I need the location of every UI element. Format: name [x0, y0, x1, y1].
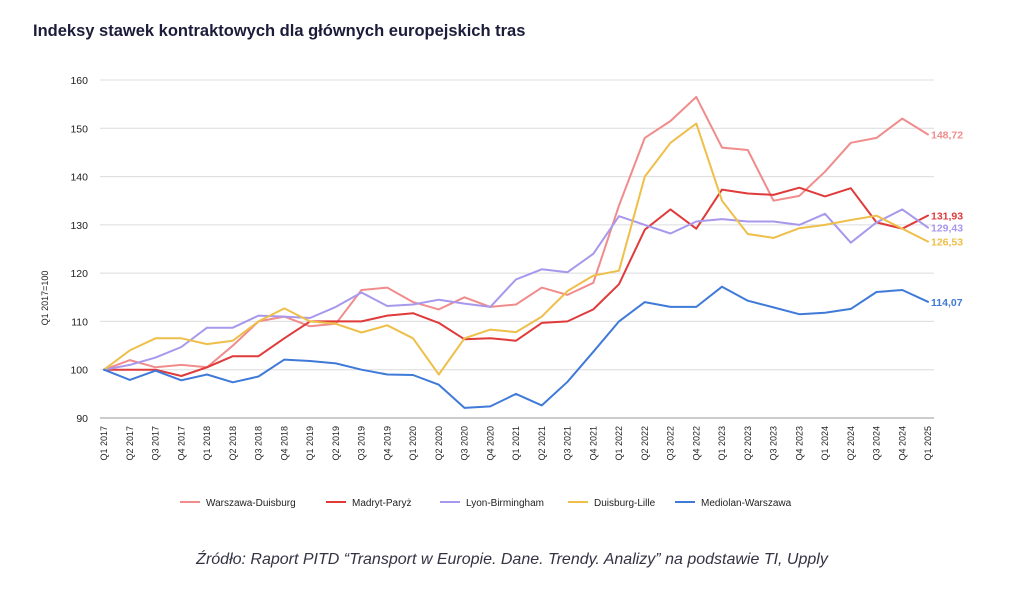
x-tick-label: Q4 2023 [794, 426, 804, 461]
x-tick-label: Q1 2018 [202, 426, 212, 461]
x-tick-label: Q4 2022 [691, 426, 701, 461]
x-tick-label: Q1 2023 [717, 426, 727, 461]
x-tick-label: Q1 2025 [923, 426, 933, 461]
x-tick-label: Q1 2021 [511, 426, 521, 461]
end-value-label: 126,53 [931, 237, 963, 249]
y-tick-label: 150 [70, 123, 88, 135]
legend-label: Lyon-Birmingham [466, 498, 544, 509]
x-tick-label: Q2 2024 [846, 426, 856, 461]
series-line-duisburg-lille [103, 122, 929, 376]
x-tick-label: Q3 2017 [151, 426, 161, 461]
x-tick-label: Q3 2019 [357, 426, 367, 461]
x-tick-label: Q2 2019 [331, 426, 341, 461]
x-tick-label: Q3 2021 [563, 426, 573, 461]
x-tick-label: Q2 2022 [640, 426, 650, 461]
legend-label: Duisburg-Lille [594, 498, 656, 509]
y-tick-label: 140 [70, 172, 88, 184]
y-tick-label: 160 [70, 75, 88, 87]
x-tick-label: Q2 2020 [434, 426, 444, 461]
x-tick-label: Q4 2018 [279, 426, 289, 461]
x-tick-label: Q2 2023 [743, 426, 753, 461]
x-tick-label: Q1 2022 [614, 426, 624, 461]
x-tick-label: Q1 2024 [820, 426, 830, 461]
x-tick-label: Q3 2018 [254, 426, 264, 461]
x-tick-label: Q1 2017 [99, 426, 109, 461]
end-value-label: 148,72 [931, 129, 963, 141]
x-tick-label: Q3 2022 [666, 426, 676, 461]
x-tick-label: Q4 2021 [588, 426, 598, 461]
x-tick-label: Q4 2020 [485, 426, 495, 461]
x-tick-label: Q4 2024 [897, 426, 907, 461]
end-value-label: 129,43 [931, 223, 963, 235]
y-axis-label: Q1 2017=100 [40, 271, 50, 326]
series-line-madryt-paryż [103, 186, 929, 377]
x-tick-label: Q2 2018 [228, 426, 238, 461]
series-line-lyon-birmingham [103, 208, 929, 371]
legend-label: Madryt-Paryż [352, 498, 411, 509]
x-tick-label: Q3 2023 [769, 426, 779, 461]
y-axis: 90 100 110 120 130 140 150 160 [70, 75, 88, 425]
x-tick-label: Q1 2020 [408, 426, 418, 461]
gridlines [100, 79, 934, 419]
x-tick-label: Q4 2017 [176, 426, 186, 461]
x-tick-label: Q1 2019 [305, 426, 315, 461]
end-value-label: 131,93 [931, 211, 963, 223]
x-tick-label: Q3 2020 [460, 426, 470, 461]
line-chart: Q1 2017=100 90 100 110 120 130 140 150 160 Q1 2… [40, 75, 963, 509]
x-tick-label: Q2 2021 [537, 426, 547, 461]
end-value-label: 114,07 [931, 297, 963, 309]
chart-title: Indeksy stawek kontraktowych dla głównyc… [33, 22, 526, 40]
y-tick-label: 130 [70, 220, 88, 232]
y-tick-label: 110 [71, 316, 88, 328]
series-lines [103, 95, 929, 409]
legend: Warszawa-Duisburg Madryt-Paryż Lyon-Birmin… [180, 498, 792, 509]
y-tick-label: 120 [70, 268, 88, 280]
y-tick-label: 100 [70, 365, 88, 377]
series-line-warszawa-duisburg [103, 95, 929, 371]
legend-label: Mediolan-Warszawa [701, 498, 792, 509]
y-tick-label: 90 [76, 413, 88, 425]
source-note: Źródło: Raport PITD “Transport w Europie… [196, 551, 828, 568]
x-axis: Q1 2017 Q2 2017 Q3 2017 Q4 2017 Q1 2018 Q2 20… [99, 426, 933, 461]
series-line-mediolan-warszawa [103, 285, 929, 409]
legend-label: Warszawa-Duisburg [206, 498, 296, 509]
x-tick-label: Q3 2024 [872, 426, 882, 461]
x-tick-label: Q2 2017 [125, 426, 135, 461]
x-tick-label: Q4 2019 [382, 426, 392, 461]
